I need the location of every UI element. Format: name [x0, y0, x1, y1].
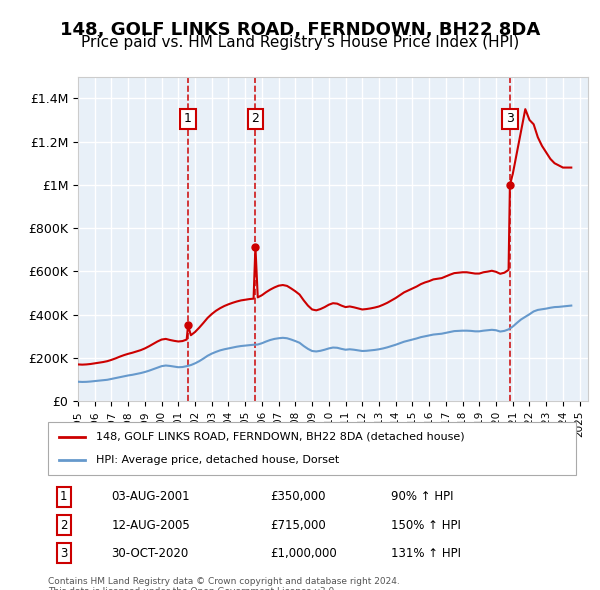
Text: 3: 3	[506, 112, 514, 126]
Text: 148, GOLF LINKS ROAD, FERNDOWN, BH22 8DA: 148, GOLF LINKS ROAD, FERNDOWN, BH22 8DA	[60, 21, 540, 39]
Text: 12-AUG-2005: 12-AUG-2005	[112, 519, 190, 532]
Text: 2: 2	[251, 112, 259, 126]
Text: 2: 2	[60, 519, 68, 532]
Text: 150% ↑ HPI: 150% ↑ HPI	[391, 519, 461, 532]
Text: 90% ↑ HPI: 90% ↑ HPI	[391, 490, 454, 503]
Text: Contains HM Land Registry data © Crown copyright and database right 2024.
This d: Contains HM Land Registry data © Crown c…	[48, 577, 400, 590]
Text: £715,000: £715,000	[270, 519, 326, 532]
FancyBboxPatch shape	[48, 422, 576, 475]
Text: 148, GOLF LINKS ROAD, FERNDOWN, BH22 8DA (detached house): 148, GOLF LINKS ROAD, FERNDOWN, BH22 8DA…	[95, 432, 464, 442]
Text: 1: 1	[184, 112, 192, 126]
Text: £350,000: £350,000	[270, 490, 325, 503]
Text: 131% ↑ HPI: 131% ↑ HPI	[391, 547, 461, 560]
Text: 30-OCT-2020: 30-OCT-2020	[112, 547, 188, 560]
Text: Price paid vs. HM Land Registry's House Price Index (HPI): Price paid vs. HM Land Registry's House …	[81, 35, 519, 50]
Text: 3: 3	[60, 547, 68, 560]
Text: 03-AUG-2001: 03-AUG-2001	[112, 490, 190, 503]
Text: 1: 1	[60, 490, 68, 503]
Text: £1,000,000: £1,000,000	[270, 547, 337, 560]
Text: HPI: Average price, detached house, Dorset: HPI: Average price, detached house, Dors…	[95, 455, 339, 465]
